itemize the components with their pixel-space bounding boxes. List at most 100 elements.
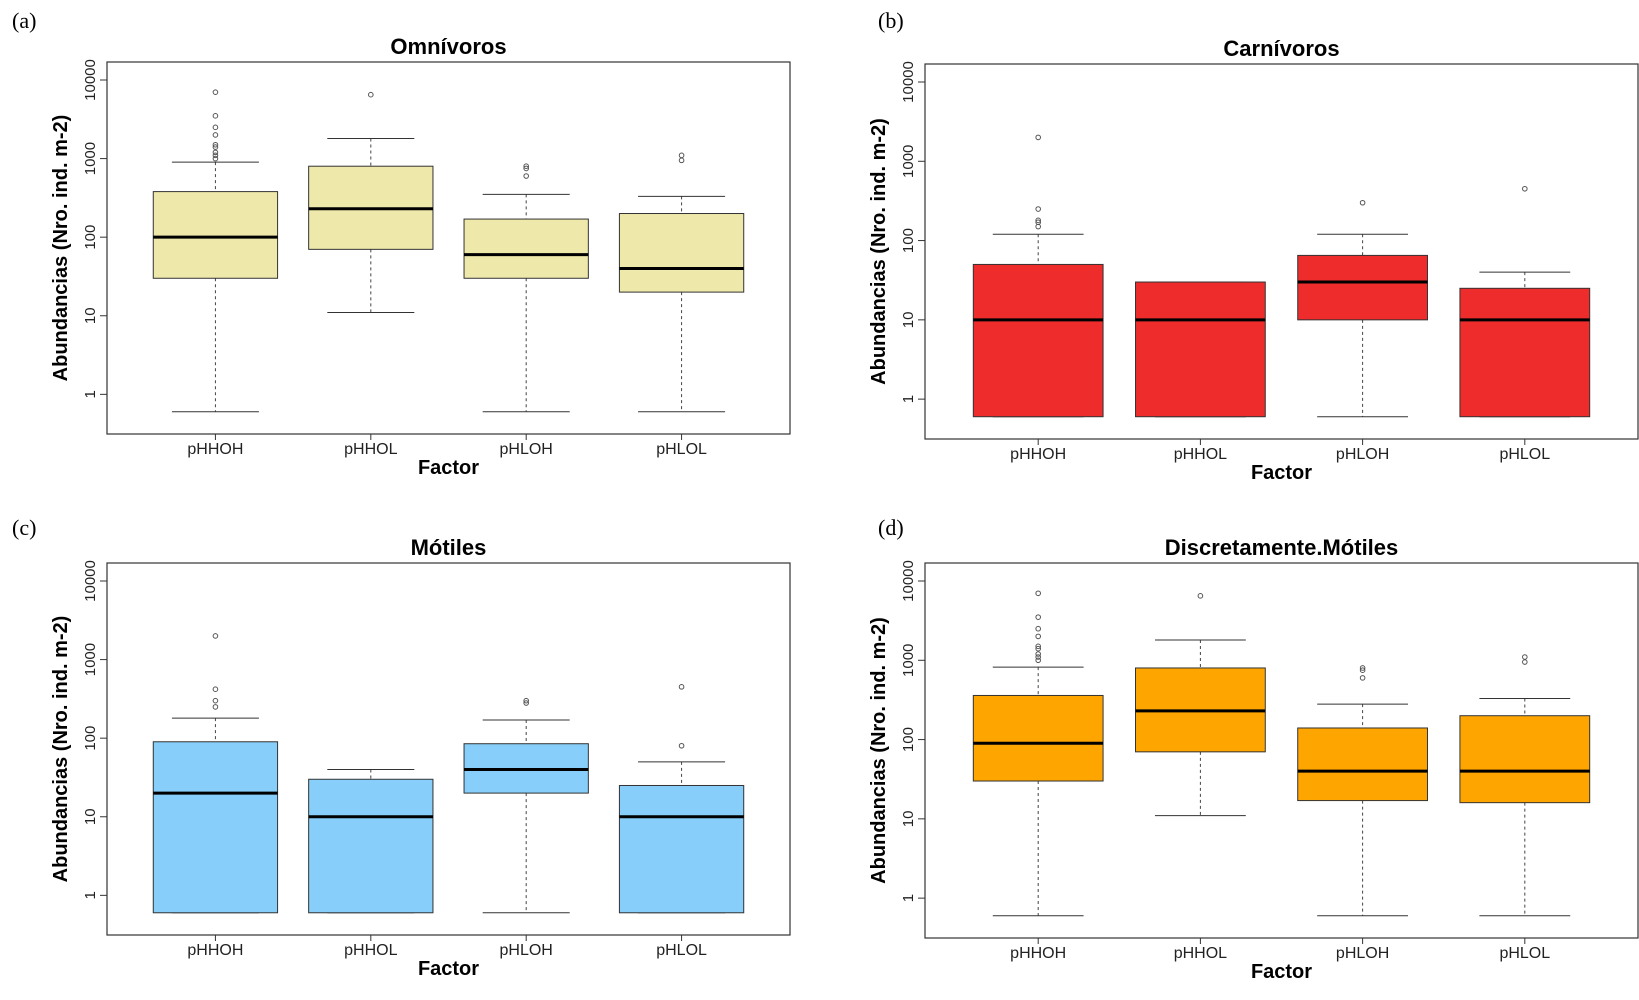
outlier-point — [1035, 590, 1041, 597]
outlier-point — [1522, 185, 1528, 192]
box-pHLOL — [618, 152, 745, 413]
box-pHHOH — [972, 590, 1104, 917]
box-pHHOH — [152, 89, 279, 413]
outlier-point — [1359, 667, 1366, 673]
x-tick-label: pHLOL — [656, 441, 707, 458]
y-tick-label: 10 — [82, 808, 99, 825]
outlier-point — [212, 633, 219, 639]
y-tick-label: 100 — [900, 228, 917, 253]
y-tick-label: 1 — [82, 891, 99, 899]
outlier-point — [212, 152, 219, 159]
x-tick-label: pHLOH — [500, 942, 553, 959]
box-rect — [972, 263, 1104, 418]
x-tick-label: pHHOL — [344, 441, 397, 458]
y-tick-label: 100 — [900, 727, 917, 752]
outlier-point — [1359, 665, 1366, 671]
panel-d: (d) Discretamente.Mótiles 1 10 100 1000 10000 A… — [868, 515, 1639, 983]
panel-letter: (c) — [12, 515, 36, 540]
y-tick-label: 1000 — [900, 145, 917, 178]
outlier-point — [1035, 217, 1041, 224]
outlier-point — [212, 124, 219, 131]
outlier-point — [1035, 645, 1041, 652]
x-tick-label: pHHOL — [1174, 446, 1227, 463]
outlier-point — [523, 697, 529, 704]
box-rect — [308, 778, 434, 914]
outlier-point — [1035, 651, 1041, 657]
y-tick-label: 10000 — [900, 61, 917, 103]
y-tick-label: 1 — [900, 395, 917, 403]
outlier-point — [1035, 206, 1041, 212]
box-rect — [1297, 254, 1428, 321]
box-rect — [618, 784, 745, 914]
x-tick-label: pHLOH — [1336, 945, 1389, 962]
outlier-point — [1359, 199, 1366, 206]
y-tick-label: 100 — [82, 726, 99, 751]
box-pHHOH — [152, 633, 279, 914]
outlier-point — [1035, 219, 1041, 226]
plot-frame — [924, 562, 1639, 939]
box-pHHOL — [308, 91, 434, 314]
x-tick-label: pHHOH — [187, 441, 243, 458]
box-rect — [1135, 281, 1266, 418]
y-axis-label: Abundancias (Nro. ind. m-2) — [868, 118, 890, 385]
box-pHHOL — [1135, 593, 1266, 817]
chart-title: Mótiles — [411, 535, 487, 560]
x-tick-label: pHLOH — [500, 441, 553, 458]
outlier-point — [678, 152, 685, 159]
x-axis-label: Factor — [1251, 961, 1312, 983]
outlier-point — [678, 742, 685, 749]
box-pHLOH — [1297, 665, 1428, 917]
chart-title: Discretamente.Mótiles — [1165, 535, 1399, 560]
outlier-point — [212, 149, 219, 156]
y-axis-label: Abundancias (Nro. ind. m-2) — [50, 616, 72, 883]
x-tick-label: pHHOL — [344, 942, 397, 959]
outlier-point — [1522, 659, 1528, 665]
outlier-point — [1035, 654, 1041, 660]
y-tick-label: 10000 — [82, 560, 99, 602]
box-rect — [152, 191, 279, 279]
outlier-point — [212, 686, 219, 692]
box-rect — [972, 694, 1104, 782]
chart-title: Omnívoros — [390, 34, 506, 59]
outlier-point — [1035, 614, 1041, 620]
x-tick-label: pHHOL — [1174, 945, 1227, 962]
y-axis-label: Abundancias (Nro. ind. m-2) — [868, 617, 890, 884]
chart-title: Carnívoros — [1223, 36, 1339, 61]
box-pHHOH — [972, 134, 1104, 418]
outlier-point — [212, 113, 219, 119]
outlier-point — [212, 704, 219, 710]
y-tick-label: 1 — [900, 894, 917, 902]
y-tick-label: 1 — [82, 390, 99, 398]
y-tick-label: 10 — [900, 811, 917, 828]
panel-letter: (b) — [878, 8, 904, 33]
y-tick-label: 10 — [82, 307, 99, 324]
x-tick-label: pHHOH — [187, 942, 243, 959]
box-rect — [1459, 287, 1591, 418]
x-tick-label: pHLOL — [1499, 945, 1550, 962]
box-rect — [463, 218, 589, 279]
box-rect — [618, 213, 745, 293]
box-pHLOH — [463, 163, 589, 413]
y-tick-label: 1000 — [900, 644, 917, 677]
y-tick-label: 10 — [900, 312, 917, 329]
x-axis-label: Factor — [418, 958, 479, 980]
plot-frame — [106, 61, 791, 435]
box-pHLOL — [1459, 654, 1591, 917]
outlier-point — [212, 697, 219, 704]
x-tick-label: pHLOH — [1336, 446, 1389, 463]
outlier-point — [1035, 625, 1041, 632]
outlier-point — [1035, 643, 1041, 650]
y-tick-label: 100 — [82, 225, 99, 250]
outlier-point — [368, 91, 374, 98]
box-pHHOL — [308, 768, 434, 914]
outlier-point — [212, 155, 219, 162]
x-tick-label: pHLOL — [1499, 446, 1550, 463]
outlier-point — [212, 141, 219, 148]
box-rect — [1297, 727, 1428, 802]
panel-letter: (d) — [878, 515, 904, 540]
box-pHLOL — [1459, 185, 1591, 418]
x-axis-label: Factor — [418, 457, 479, 479]
box-pHHOL — [1135, 281, 1266, 418]
outlier-point — [1035, 657, 1041, 664]
panel-b: (b) Carnívoros 1 10 100 1000 10000 Abundancias … — [868, 8, 1639, 484]
